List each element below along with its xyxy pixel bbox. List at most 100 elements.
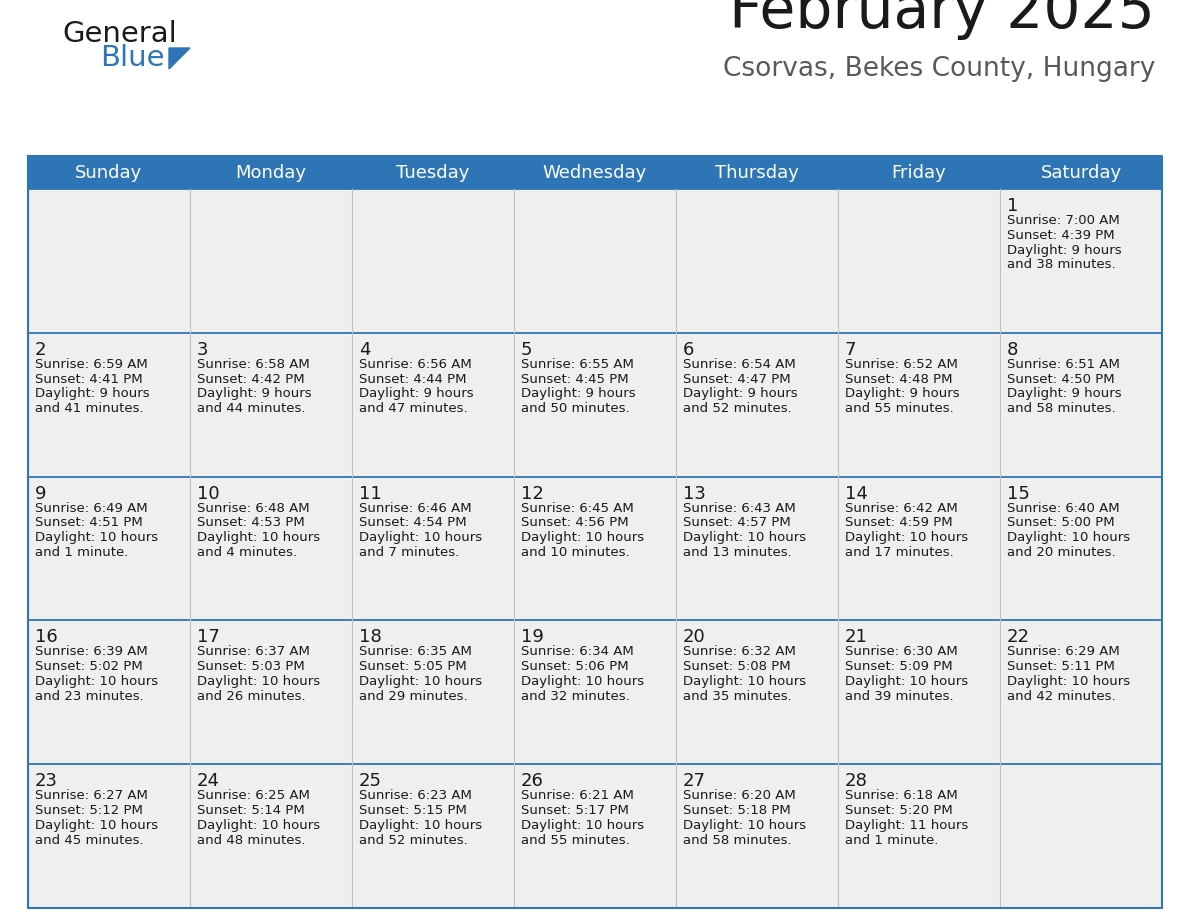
Text: and 20 minutes.: and 20 minutes. [1007,546,1116,559]
Text: Daylight: 10 hours: Daylight: 10 hours [359,819,482,832]
Text: Sunset: 5:11 PM: Sunset: 5:11 PM [1007,660,1114,673]
Text: and 55 minutes.: and 55 minutes. [845,402,954,415]
Text: Sunrise: 6:32 AM: Sunrise: 6:32 AM [683,645,796,658]
Bar [29,764,190,908]
Text: 18: 18 [359,629,381,646]
Text: Daylight: 10 hours: Daylight: 10 hours [683,675,807,688]
Text: Daylight: 10 hours: Daylight: 10 hours [34,532,158,544]
Text: Sunset: 5:09 PM: Sunset: 5:09 PM [845,660,953,673]
Bar [29,189,190,333]
Text: Sunset: 4:47 PM: Sunset: 4:47 PM [683,373,791,386]
Bar [514,764,676,908]
Text: and 41 minutes.: and 41 minutes. [34,402,144,415]
Text: Daylight: 9 hours: Daylight: 9 hours [845,387,960,400]
Text: 8: 8 [1007,341,1018,359]
Text: Sunrise: 7:00 AM: Sunrise: 7:00 AM [1007,214,1120,227]
Text: Sunrise: 6:35 AM: Sunrise: 6:35 AM [359,645,472,658]
Text: 7: 7 [845,341,857,359]
Bar [29,476,190,621]
Text: Daylight: 9 hours: Daylight: 9 hours [683,387,797,400]
Text: Sunset: 5:20 PM: Sunset: 5:20 PM [845,804,953,817]
Text: Sunrise: 6:21 AM: Sunrise: 6:21 AM [522,789,634,802]
Text: Csorvas, Bekes County, Hungary: Csorvas, Bekes County, Hungary [722,56,1155,82]
Text: Daylight: 10 hours: Daylight: 10 hours [359,532,482,544]
Text: Wednesday: Wednesday [543,163,647,182]
Text: Sunset: 5:00 PM: Sunset: 5:00 PM [1007,517,1114,530]
Text: Sunrise: 6:40 AM: Sunrise: 6:40 AM [1007,501,1119,515]
Bar [514,333,676,476]
Text: 19: 19 [522,629,544,646]
Bar [1000,333,1162,476]
Text: Sunrise: 6:49 AM: Sunrise: 6:49 AM [34,501,147,515]
Text: Sunset: 4:45 PM: Sunset: 4:45 PM [522,373,628,386]
Text: Sunrise: 6:55 AM: Sunrise: 6:55 AM [522,358,634,371]
Text: and 39 minutes.: and 39 minutes. [845,689,954,703]
Bar [838,621,1000,764]
Bar [838,764,1000,908]
Bar [29,156,1162,189]
Bar [352,764,514,908]
Text: 16: 16 [34,629,58,646]
Text: Sunset: 5:12 PM: Sunset: 5:12 PM [34,804,143,817]
Text: Sunrise: 6:42 AM: Sunrise: 6:42 AM [845,501,958,515]
Text: 12: 12 [522,485,544,502]
Text: Blue: Blue [100,44,164,72]
Text: and 32 minutes.: and 32 minutes. [522,689,630,703]
Text: Daylight: 10 hours: Daylight: 10 hours [34,675,158,688]
Text: and 10 minutes.: and 10 minutes. [522,546,630,559]
Text: Sunrise: 6:37 AM: Sunrise: 6:37 AM [197,645,310,658]
Text: and 38 minutes.: and 38 minutes. [1007,258,1116,272]
Bar [676,476,838,621]
Text: Sunrise: 6:54 AM: Sunrise: 6:54 AM [683,358,796,371]
Bar [676,333,838,476]
Text: Daylight: 10 hours: Daylight: 10 hours [683,532,807,544]
Text: Sunrise: 6:56 AM: Sunrise: 6:56 AM [359,358,472,371]
Text: Daylight: 9 hours: Daylight: 9 hours [1007,387,1121,400]
Text: 10: 10 [197,485,220,502]
Text: Sunset: 5:15 PM: Sunset: 5:15 PM [359,804,467,817]
Text: and 17 minutes.: and 17 minutes. [845,546,954,559]
Polygon shape [169,48,190,69]
Text: 14: 14 [845,485,868,502]
Text: Sunset: 5:03 PM: Sunset: 5:03 PM [197,660,305,673]
Text: Sunset: 5:17 PM: Sunset: 5:17 PM [522,804,628,817]
Text: 27: 27 [683,772,706,790]
Bar [1000,476,1162,621]
Text: Sunset: 4:56 PM: Sunset: 4:56 PM [522,517,628,530]
Text: 26: 26 [522,772,544,790]
Text: Sunrise: 6:34 AM: Sunrise: 6:34 AM [522,645,633,658]
Text: Sunset: 5:14 PM: Sunset: 5:14 PM [197,804,305,817]
Text: Daylight: 10 hours: Daylight: 10 hours [522,675,644,688]
Text: Sunrise: 6:58 AM: Sunrise: 6:58 AM [197,358,310,371]
Text: and 29 minutes.: and 29 minutes. [359,689,468,703]
Text: Daylight: 9 hours: Daylight: 9 hours [1007,243,1121,257]
Bar [838,333,1000,476]
Text: and 4 minutes.: and 4 minutes. [197,546,297,559]
Text: Monday: Monday [235,163,307,182]
Text: Daylight: 10 hours: Daylight: 10 hours [845,675,968,688]
Bar [29,621,190,764]
Text: Daylight: 10 hours: Daylight: 10 hours [359,675,482,688]
Text: Sunrise: 6:51 AM: Sunrise: 6:51 AM [1007,358,1120,371]
Text: Thursday: Thursday [715,163,800,182]
Text: Sunset: 5:08 PM: Sunset: 5:08 PM [683,660,791,673]
Text: Sunrise: 6:45 AM: Sunrise: 6:45 AM [522,501,633,515]
Text: 20: 20 [683,629,706,646]
Text: and 42 minutes.: and 42 minutes. [1007,689,1116,703]
Text: 9: 9 [34,485,46,502]
Text: and 44 minutes.: and 44 minutes. [197,402,305,415]
Text: Sunset: 4:41 PM: Sunset: 4:41 PM [34,373,143,386]
Bar [352,621,514,764]
Text: Sunrise: 6:30 AM: Sunrise: 6:30 AM [845,645,958,658]
Text: Sunrise: 6:27 AM: Sunrise: 6:27 AM [34,789,147,802]
Text: 11: 11 [359,485,381,502]
Text: 23: 23 [34,772,58,790]
Text: Sunrise: 6:46 AM: Sunrise: 6:46 AM [359,501,472,515]
Text: Sunset: 4:57 PM: Sunset: 4:57 PM [683,517,791,530]
Bar [1000,764,1162,908]
Text: Daylight: 10 hours: Daylight: 10 hours [1007,532,1130,544]
Bar [514,476,676,621]
Text: Saturday: Saturday [1041,163,1121,182]
Text: Sunset: 4:42 PM: Sunset: 4:42 PM [197,373,304,386]
Text: and 58 minutes.: and 58 minutes. [683,834,791,846]
